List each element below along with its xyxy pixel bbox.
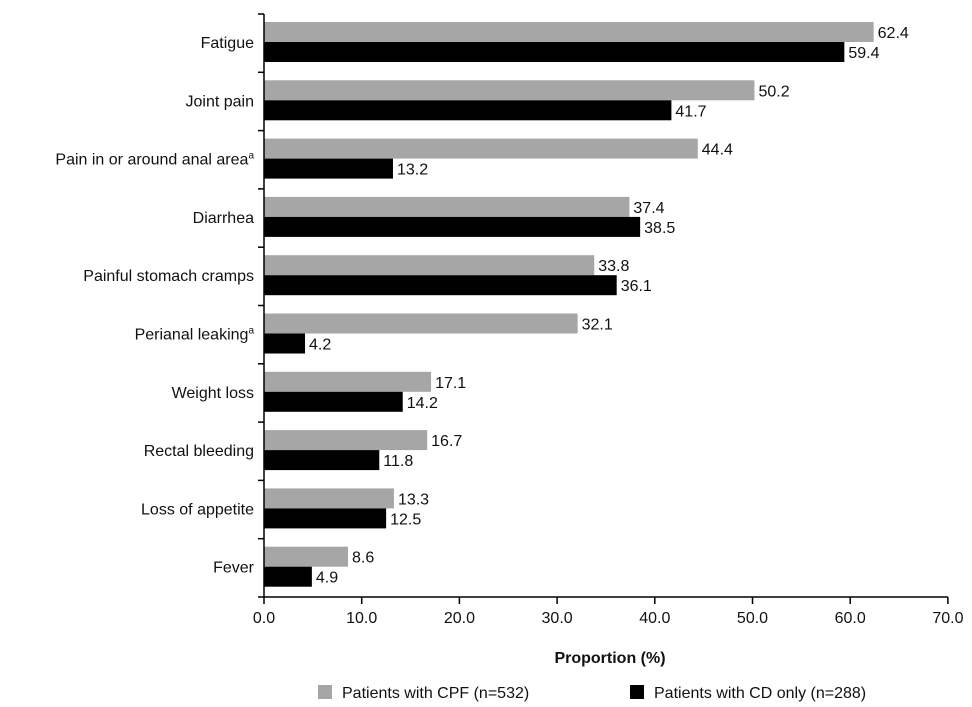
data-label: 12.5 [390,511,421,528]
category-label-text: Diarrhea [193,210,254,227]
bar-cpf [264,313,578,334]
data-label: 16.7 [431,433,462,450]
data-label: 41.7 [675,103,706,120]
axes: 0.0 10.0 20.0 30.0 40.0 50.0 60.0 70.0 [253,13,964,627]
category-label: Pain in or around anal areaa [55,151,254,169]
data-label: 62.4 [878,25,909,42]
bar-cpf [264,196,630,217]
category-label: Diarrhea [193,210,254,227]
bar-cd-only [264,275,617,296]
bar-cpf [264,488,394,509]
legend: Patients with CPF (n=532) Patients with C… [318,685,866,702]
footnote-marker: a [248,151,254,162]
data-label: 50.2 [758,83,789,100]
category-label: Weight loss [172,385,254,402]
bar-cd-only [264,100,672,121]
category-label: Loss of appetite [141,501,254,518]
legend-swatch [630,685,644,699]
x-tick-label: 70.0 [932,610,963,627]
bar-cd-only [264,508,387,529]
bar-cpf [264,138,698,159]
data-label: 11.8 [383,453,413,470]
data-label: 17.1 [435,375,466,392]
data-label: 13.2 [397,162,428,179]
category-label-text: Perianal leaking [135,327,249,344]
bar-cd-only [264,158,393,179]
category-label-text: Rectal bleeding [144,443,254,460]
data-label: 59.4 [848,45,879,62]
data-label: 32.1 [582,317,613,334]
category-label-text: Fatigue [201,35,254,52]
data-label: 4.9 [316,570,338,587]
x-tick-label: 20.0 [444,610,475,627]
bar-cpf [264,255,595,276]
category-label: Rectal bleeding [144,443,254,460]
bar-cpf [264,430,428,451]
x-tick-label: 10.0 [346,610,377,627]
x-tick-label: 0.0 [253,610,275,627]
category-label: Fever [213,560,255,577]
bar-cpf [264,371,432,392]
x-axis-title: Proportion (%) [554,650,665,667]
data-label: 33.8 [598,258,629,275]
category-label-text: Weight loss [172,385,254,402]
data-label: 14.2 [407,395,438,412]
data-label: 13.3 [398,491,429,508]
category-label-text: Pain in or around anal area [55,152,248,169]
category-label: Perianal leakinga [135,326,255,344]
bar-cd-only [264,216,641,237]
bar-cpf [264,22,874,42]
bar-cpf [264,546,349,567]
bars-layer [264,22,874,587]
data-label: 44.4 [702,142,733,159]
x-tick-label: 40.0 [639,610,670,627]
legend-label: Patients with CD only (n=288) [654,685,866,702]
x-tick-label: 30.0 [542,610,573,627]
bar-cd-only [264,566,312,587]
data-label: 36.1 [621,278,652,295]
data-label: 8.6 [352,550,374,567]
data-label: 38.5 [644,220,675,237]
category-label: Painful stomach cramps [83,268,254,285]
category-label-text: Painful stomach cramps [83,268,254,285]
data-label: 4.2 [309,337,331,354]
category-label-text: Loss of appetite [141,501,254,518]
legend-swatch [318,685,332,699]
x-tick-label: 60.0 [835,610,866,627]
x-tick-label: 50.0 [737,610,768,627]
bar-cd-only [264,391,403,412]
bar-cd-only [264,333,306,354]
labels-layer: 62.4 59.4 Fatigue 50.2 41.7 Joint pain 44.4 13.… [55,25,908,587]
legend-label: Patients with CPF (n=532) [342,685,529,702]
category-label-text: Fever [213,560,255,577]
category-label: Fatigue [201,35,254,52]
footnote-marker: a [248,326,254,337]
bar-cpf [264,80,755,101]
bar-cd-only [264,42,845,62]
category-label-text: Joint pain [186,93,255,110]
data-label: 37.4 [633,200,664,217]
category-label: Joint pain [186,93,255,110]
bar-cd-only [264,450,380,471]
